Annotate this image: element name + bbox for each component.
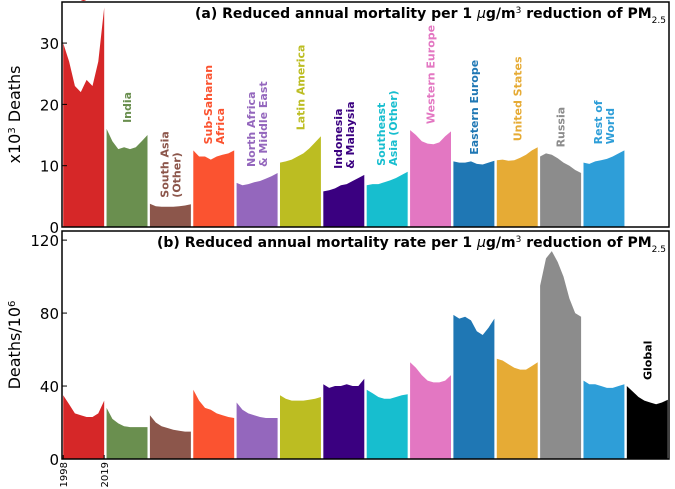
series-label: (Other) — [170, 152, 183, 197]
series-area — [236, 173, 278, 227]
series-label: Western Europe — [425, 25, 438, 124]
series-label: North Africa — [245, 92, 258, 168]
axes-frame — [61, 1, 670, 228]
series-area — [63, 7, 105, 227]
y-axis-label: Deaths/106 — [5, 301, 24, 390]
x-tick-label: 2019 — [100, 462, 111, 487]
series-area — [193, 389, 235, 459]
y-tick-label: 120 — [30, 232, 59, 250]
series-area — [279, 395, 321, 459]
series-area — [236, 402, 278, 459]
series-label: Latin America — [294, 45, 307, 131]
series-label: South Asia — [158, 131, 171, 197]
series-label: Sub-Saharan — [202, 65, 215, 144]
series-label: China — [78, 0, 91, 2]
series-area — [149, 415, 191, 459]
series-label: Russia — [555, 107, 568, 148]
series-label: Rest of — [592, 100, 605, 144]
series-area — [626, 386, 668, 459]
y-tick-label: 0 — [49, 451, 59, 469]
series-area — [106, 128, 148, 227]
series-label: Africa — [214, 108, 227, 144]
axes-frame — [61, 230, 670, 460]
series-area — [63, 395, 105, 459]
series-area — [496, 358, 538, 459]
y-tick-label: 20 — [40, 96, 59, 114]
series-area — [149, 203, 191, 227]
series-area — [106, 407, 148, 459]
y-axis-label: x103 Deaths — [5, 65, 24, 163]
series-area — [366, 171, 408, 227]
series-area — [279, 136, 321, 227]
series-label: United States — [511, 56, 524, 141]
series-area — [410, 130, 452, 227]
y-tick-label: 30 — [40, 35, 59, 53]
series-area — [453, 160, 495, 227]
series-label: India — [121, 92, 134, 123]
series-label: Southeast — [375, 103, 388, 166]
series-area — [410, 362, 452, 459]
series-label: World — [604, 108, 617, 144]
panel-title: (a) Reduced annual mortality per 1 μg/m3… — [195, 6, 666, 26]
series-label: Global — [641, 341, 654, 380]
series-area — [583, 150, 625, 227]
series-area — [366, 389, 408, 459]
series-area — [323, 174, 365, 227]
series-area — [540, 153, 582, 227]
y-tick-label: 80 — [40, 305, 59, 323]
series-label: Asia (Other) — [387, 90, 400, 165]
x-tick-label: 1998 — [59, 462, 70, 487]
panel-title: (b) Reduced annual mortality rate per 1 … — [157, 235, 666, 255]
y-tick-label: 0 — [49, 219, 59, 237]
series-area — [583, 380, 625, 459]
series-area — [323, 378, 365, 459]
y-tick-label: 40 — [40, 378, 59, 396]
panel-a: China India South Asia(Other) Sub-SaharanAf… — [5, 0, 670, 237]
series-area — [496, 147, 538, 227]
series-label: Indonesia — [332, 108, 345, 168]
series-area — [193, 150, 235, 227]
series-area — [540, 251, 582, 459]
panel-b: Global 0 40 80 120 Deaths/106 (b) Reduced annu… — [5, 230, 670, 487]
series-area — [453, 314, 495, 459]
series-label: Eastern Europe — [468, 60, 481, 155]
y-tick-label: 10 — [40, 158, 59, 176]
series-label: & Malaysia — [344, 101, 357, 169]
series-label: & Middle East — [257, 81, 270, 167]
